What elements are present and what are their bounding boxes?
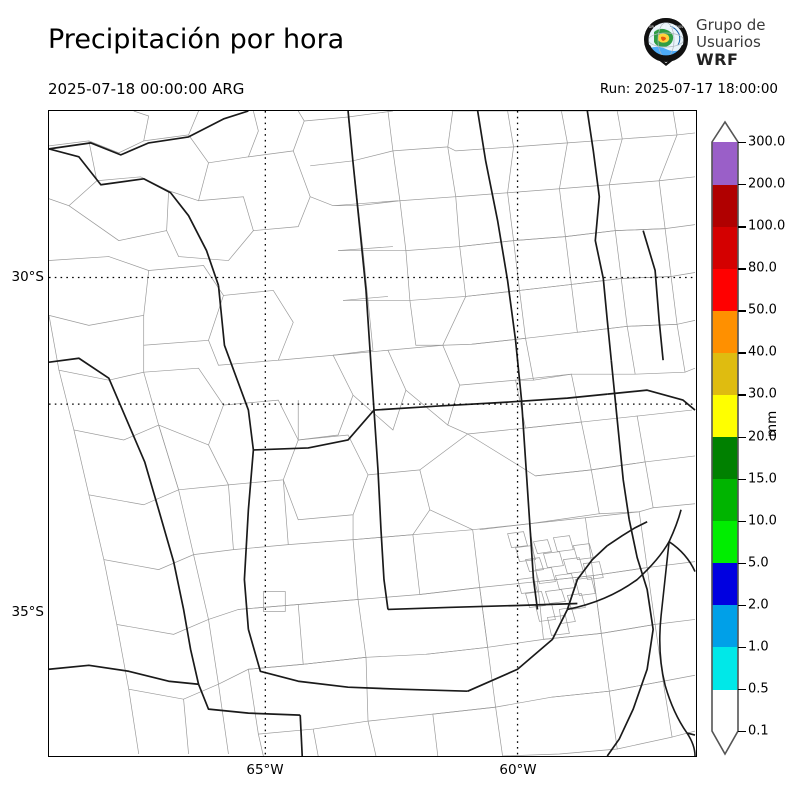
- colorbar-band: [712, 688, 738, 732]
- colorbar-band: [712, 184, 738, 227]
- colorbar-tick-label: 100.0: [748, 218, 786, 234]
- colorbar-tick-mark: [738, 604, 746, 607]
- department-borders: [49, 111, 696, 756]
- logo-line-3: WRF: [696, 50, 739, 69]
- colorbar-tick-mark: [738, 478, 746, 480]
- colorbar-unit-label: mm: [764, 410, 780, 437]
- colorbar-band: [712, 562, 738, 606]
- colorbar-tick-mark: [738, 394, 746, 396]
- logo-line-1: Grupo de: [696, 16, 766, 34]
- colorbar-tick-mark: [738, 688, 746, 691]
- colorbar-tick-mark: [738, 352, 746, 354]
- colorbar-tick-mark: [738, 562, 746, 565]
- lat-label-30s: 30°S: [11, 269, 45, 285]
- graticule: [49, 111, 696, 756]
- logo-text: Grupo de Usuarios WRF: [696, 16, 766, 69]
- colorbar-tick-mark: [738, 436, 746, 438]
- colorbar-band: [712, 478, 738, 522]
- colorbar-band: [712, 310, 738, 353]
- globe-emblem-icon: GRUPO DE USUARIOS: [644, 18, 688, 66]
- colorbar-outline: [711, 120, 739, 756]
- colorbar-band: [712, 142, 738, 185]
- colorbar-band: [712, 520, 738, 564]
- colorbar-band: [712, 352, 738, 395]
- colorbar-bands: [712, 142, 738, 732]
- colorbar-tick-label: 80.0: [748, 260, 777, 276]
- colorbar-tick-label: 200.0: [748, 176, 786, 192]
- colorbar-tick-mark: [738, 184, 746, 186]
- colorbar-tick-label: 0.5: [748, 681, 769, 697]
- colorbar-tick-label: 0.1: [748, 723, 769, 739]
- logo: GRUPO DE USUARIOS Grupo de Usuarios WRF: [640, 16, 795, 72]
- colorbar-tick-mark: [738, 520, 746, 523]
- colorbar-tick-mark: [738, 646, 746, 649]
- colorbar-tick-label: 50.0: [748, 302, 777, 318]
- map-canvas: [49, 111, 696, 756]
- lon-label-60w: 60°W: [499, 762, 537, 778]
- colorbar-band: [712, 646, 738, 690]
- colorbar-tick-label: 15.0: [748, 471, 777, 487]
- colorbar-tick-mark: [738, 142, 746, 144]
- colorbar-band: [712, 394, 738, 438]
- page-title: Precipitación por hora: [48, 24, 345, 55]
- province-borders: [49, 111, 696, 756]
- colorbar-tick-mark: [738, 268, 746, 270]
- run-time-label: Run: 2025-07-17 18:00:00: [599, 81, 778, 97]
- colorbar-band: [712, 604, 738, 648]
- coastline: [567, 509, 696, 756]
- colorbar-band: [712, 226, 738, 269]
- colorbar-tick-label: 300.0: [748, 134, 786, 150]
- colorbar-tick-label: 30.0: [748, 386, 777, 402]
- colorbar-tick-label: 10.0: [748, 513, 777, 529]
- colorbar-tick-label: 40.0: [748, 344, 777, 360]
- lat-label-35s: 35°S: [11, 604, 45, 620]
- logo-line-2: Usuarios: [696, 33, 761, 51]
- map-frame[interactable]: [48, 110, 697, 757]
- colorbar-tick-label: 20.0: [748, 429, 777, 444]
- colorbar-tick-mark: [738, 310, 746, 312]
- colorbar-band: [712, 436, 738, 480]
- svg-text:GRUPO DE USUARIOS: GRUPO DE USUARIOS: [649, 25, 684, 29]
- colorbar-band: [712, 268, 738, 311]
- colorbar-tick-label: 5.0: [748, 555, 769, 571]
- colorbar[interactable]: [711, 120, 739, 756]
- colorbar-tick-label: 1.0: [748, 639, 769, 655]
- colorbar-tick-mark: [738, 731, 746, 733]
- lon-label-65w: 65°W: [246, 762, 284, 778]
- valid-time-label: 2025-07-18 00:00:00 ARG: [48, 80, 245, 98]
- colorbar-tick-mark: [738, 226, 746, 228]
- colorbar-tick-label: 2.0: [748, 597, 769, 613]
